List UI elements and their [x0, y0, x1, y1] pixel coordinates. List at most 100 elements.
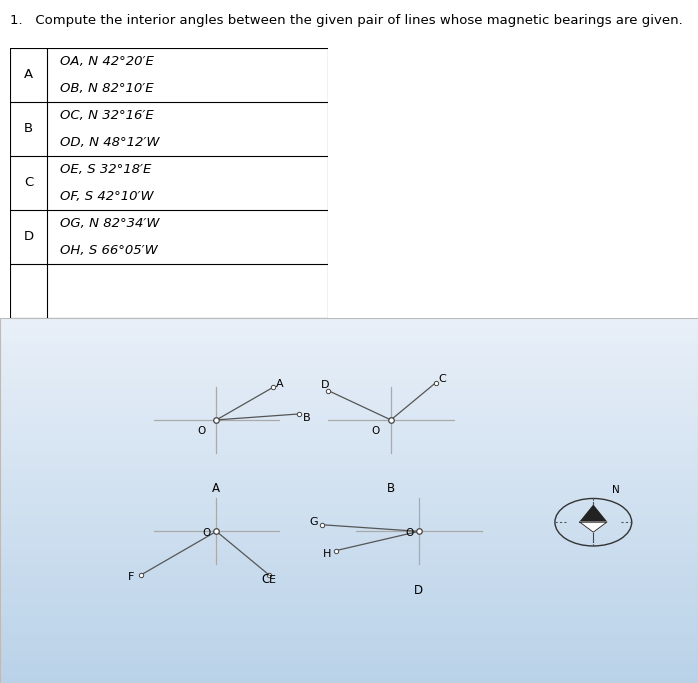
Bar: [0, 382, 698, 385]
Point: [323, 385, 334, 396]
Bar: [0, 385, 698, 388]
Bar: [0, 388, 698, 391]
Bar: [0, 503, 698, 506]
Bar: [0, 357, 698, 360]
Bar: [0, 336, 698, 339]
Bar: [0, 583, 698, 585]
Bar: [0, 418, 698, 421]
Bar: [0, 610, 698, 613]
Bar: [0, 555, 698, 558]
Bar: [0, 543, 698, 546]
Bar: [0, 573, 698, 576]
Bar: [0, 494, 698, 497]
Text: OC, N 32°16′E: OC, N 32°16′E: [60, 109, 154, 122]
Bar: [0, 473, 698, 476]
Text: H: H: [323, 549, 332, 559]
Bar: [0, 488, 698, 491]
Bar: [0, 351, 698, 354]
Bar: [0, 500, 698, 503]
Bar: [0, 415, 698, 418]
Bar: [0, 339, 698, 342]
Bar: [0, 354, 698, 357]
Point: [211, 526, 222, 537]
Text: N: N: [613, 485, 621, 494]
Bar: [0, 652, 698, 656]
Bar: [0, 528, 698, 531]
Point: [294, 408, 305, 419]
Bar: [0, 451, 698, 455]
Bar: [0, 516, 698, 518]
Bar: [0, 677, 698, 680]
Bar: [0, 397, 698, 400]
Bar: [0, 561, 698, 564]
Bar: [0, 650, 698, 652]
Text: OH, S 66°05′W: OH, S 66°05′W: [60, 244, 158, 257]
Bar: [0, 430, 698, 433]
Bar: [0, 461, 698, 464]
Text: O: O: [202, 528, 211, 538]
Polygon shape: [580, 505, 607, 522]
Bar: [0, 348, 698, 351]
Bar: [0, 671, 698, 674]
Bar: [0, 601, 698, 604]
Text: OG, N 82°34′W: OG, N 82°34′W: [60, 217, 159, 229]
Bar: [0, 646, 698, 650]
Bar: [0, 378, 698, 382]
Text: A: A: [24, 68, 34, 81]
Bar: [0, 320, 698, 324]
Bar: [0, 455, 698, 458]
Bar: [0, 622, 698, 625]
Bar: [0, 403, 698, 406]
Bar: [0, 641, 698, 643]
Text: C: C: [24, 176, 34, 189]
Bar: [0, 412, 698, 415]
Bar: [0, 506, 698, 510]
Text: B: B: [302, 413, 310, 423]
Bar: [0, 643, 698, 646]
Text: B: B: [24, 122, 34, 135]
Bar: [0, 372, 698, 376]
Point: [316, 519, 327, 530]
Bar: [0, 625, 698, 628]
Bar: [0, 616, 698, 619]
Point: [385, 415, 396, 426]
Bar: [0, 330, 698, 333]
Bar: [0, 598, 698, 601]
Bar: [0, 589, 698, 591]
Bar: [0, 570, 698, 573]
Bar: [0, 421, 698, 424]
Bar: [0, 449, 698, 451]
Text: O: O: [197, 426, 205, 436]
Bar: [0, 485, 698, 488]
Bar: [0, 531, 698, 534]
Bar: [0, 433, 698, 436]
Bar: [0, 439, 698, 443]
Text: B: B: [387, 482, 395, 495]
Bar: [0, 360, 698, 363]
Text: OE, S 32°18′E: OE, S 32°18′E: [60, 163, 151, 176]
Point: [267, 382, 279, 393]
Point: [430, 378, 441, 389]
Bar: [0, 591, 698, 595]
Bar: [0, 345, 698, 348]
Bar: [0, 604, 698, 607]
Bar: [0, 458, 698, 461]
Bar: [0, 522, 698, 525]
Bar: [0, 476, 698, 479]
Bar: [0, 631, 698, 635]
Bar: [0, 470, 698, 473]
Bar: [0, 674, 698, 677]
Bar: [0, 393, 698, 397]
Bar: [0, 326, 698, 330]
Text: D: D: [414, 585, 424, 598]
Bar: [0, 409, 698, 412]
Bar: [0, 576, 698, 579]
Point: [263, 569, 274, 580]
Bar: [0, 318, 698, 320]
Bar: [0, 525, 698, 528]
Bar: [0, 665, 698, 668]
Bar: [0, 558, 698, 561]
Bar: [0, 662, 698, 665]
Bar: [0, 564, 698, 568]
Text: A: A: [212, 482, 221, 495]
